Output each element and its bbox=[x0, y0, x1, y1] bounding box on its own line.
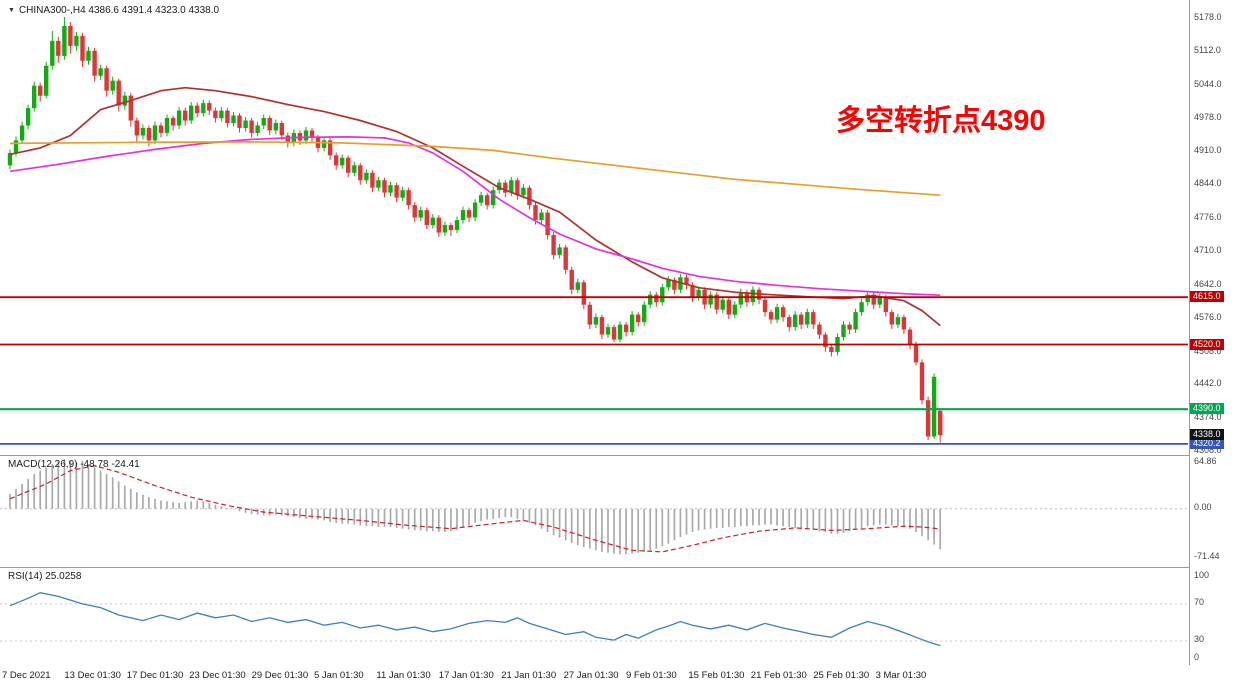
price-tick-label: 4374.0 bbox=[1194, 412, 1222, 423]
time-label: 5 Jan 01:30 bbox=[314, 670, 364, 681]
price-tick-label: 4308.0 bbox=[1194, 445, 1222, 455]
rsi-scale-label: 30 bbox=[1194, 634, 1205, 644]
price-tag-4320.2: 4320.2 bbox=[1190, 437, 1224, 449]
time-label: 21 Jan 01:30 bbox=[501, 670, 557, 681]
price-tag-4520.0: 4520.0 bbox=[1190, 338, 1224, 350]
rsi-scale-label: 100 bbox=[1194, 570, 1210, 580]
macd-scale-label: -71.44 bbox=[1194, 551, 1220, 561]
time-label: 21 Feb 01:30 bbox=[750, 670, 807, 681]
chart-title-text: CHINA300-,H4 4386.6 4391.4 4323.0 4338.0 bbox=[18, 5, 220, 16]
ma-slow-orange bbox=[9, 141, 941, 197]
price-tick-label: 5178.0 bbox=[1194, 12, 1222, 22]
rsi-label: RSI(14) 25.0258 bbox=[8, 571, 82, 582]
macd-scale-label: 0.00 bbox=[1194, 502, 1212, 512]
time-label: 13 Dec 01:30 bbox=[64, 670, 121, 681]
macd-label: MACD(12,26,9) -48.78 -24.41 bbox=[8, 459, 140, 470]
dropdown-arrow-icon: ▼ bbox=[8, 7, 15, 14]
time-label: 7 Dec 2021 bbox=[2, 670, 51, 681]
time-label: 15 Feb 01:30 bbox=[688, 670, 745, 681]
rsi-scale-label: 70 bbox=[1194, 597, 1205, 607]
price-tick-label: 4442.0 bbox=[1194, 378, 1222, 389]
price-tag-4390.0: 4390.0 bbox=[1190, 403, 1224, 415]
ma-mid-magenta bbox=[9, 136, 941, 297]
time-axis[interactable]: 7 Dec 2021 13 Dec 01:30 17 Dec 01:30 23 Dec… bbox=[0, 665, 1190, 689]
price-tick-label: 4576.0 bbox=[1194, 311, 1222, 322]
time-label: 27 Jan 01:30 bbox=[563, 670, 619, 681]
price-tick-label: 4508.0 bbox=[1194, 345, 1222, 356]
price-tick-label: 4710.0 bbox=[1194, 244, 1222, 255]
time-label: 29 Dec 01:30 bbox=[251, 670, 309, 681]
rsi-scale-label: 0 bbox=[1194, 652, 1200, 662]
time-label: 17 Dec 01:30 bbox=[126, 670, 184, 681]
price-tick-label: 5044.0 bbox=[1194, 78, 1222, 89]
price-tick-label: 4642.0 bbox=[1194, 278, 1222, 289]
candles-layer bbox=[7, 17, 943, 443]
price-tick-label: 4844.0 bbox=[1194, 178, 1222, 189]
time-label: 23 Dec 01:30 bbox=[189, 670, 246, 681]
macd-scale-label: 64.86 bbox=[1194, 456, 1217, 466]
price-tick-label: 4910.0 bbox=[1194, 145, 1222, 156]
price-tag-4338.0: 4338.0 bbox=[1190, 429, 1224, 441]
chart-title: ▼ CHINA300-,H4 4386.6 4391.4 4323.0 4338.… bbox=[8, 5, 219, 16]
time-label: 3 Mar 01:30 bbox=[875, 670, 927, 681]
annotation-text[interactable]: 多空转折点4390 bbox=[836, 105, 1046, 137]
macd-signal-line bbox=[9, 465, 941, 553]
rsi-line bbox=[9, 592, 941, 647]
price-tag-4615.0: 4615.0 bbox=[1190, 291, 1224, 303]
time-label: 25 Feb 01:30 bbox=[813, 670, 870, 681]
price-tick-label: 4776.0 bbox=[1194, 212, 1222, 223]
price-axis[interactable]: 5178.0 5112.0 5044.0 4978.0 4910.0 4844.0 4776… bbox=[1190, 0, 1241, 689]
macd-histogram bbox=[9, 459, 942, 555]
price-tick-label: 4978.0 bbox=[1194, 111, 1222, 122]
time-label: 17 Jan 01:30 bbox=[438, 670, 494, 681]
price-tick-label: 5112.0 bbox=[1194, 44, 1221, 55]
time-label: 9 Feb 01:30 bbox=[626, 670, 677, 681]
time-label: 11 Jan 01:30 bbox=[376, 670, 431, 681]
